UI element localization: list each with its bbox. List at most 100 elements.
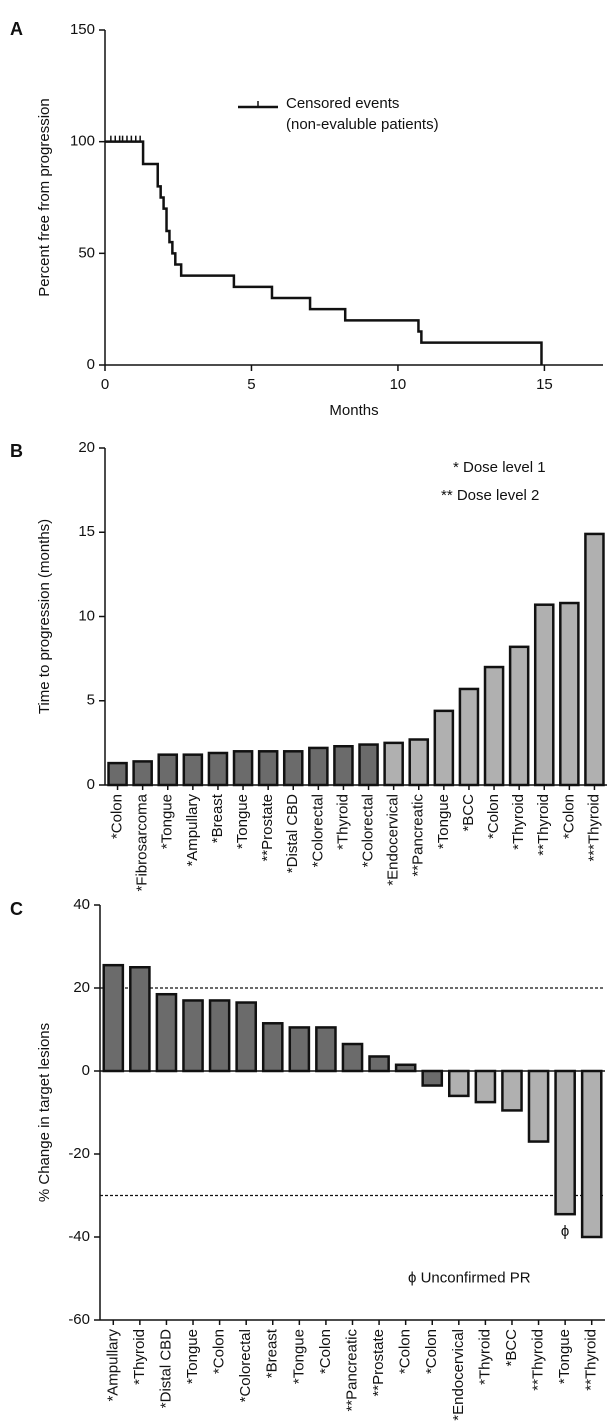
x-tick-label: **Prostate <box>259 794 276 862</box>
x-tick-label: *Fibrosarcoma <box>134 793 151 891</box>
bar <box>107 761 128 787</box>
x-tick-label: *Thyroid <box>476 1329 493 1385</box>
bar <box>408 738 430 787</box>
x-tick-label: *Tongue <box>159 794 176 849</box>
bar <box>129 966 151 1073</box>
bar <box>421 1069 444 1087</box>
x-tick-label: *Breast <box>209 793 226 843</box>
bar <box>155 992 178 1073</box>
bar <box>257 750 279 787</box>
x-tick-label: *Colon <box>109 794 126 839</box>
bar <box>315 1026 337 1073</box>
x-tick-label: *Thyroid <box>334 794 351 850</box>
x-tick-label: **Pancreatic <box>343 1329 360 1412</box>
bar <box>383 741 404 787</box>
y-tick-label: 0 <box>87 356 95 373</box>
bar <box>501 1069 523 1112</box>
bar <box>474 1069 497 1104</box>
bar <box>533 603 555 787</box>
x-tick-label: *Distal CBD <box>284 794 301 873</box>
bar <box>433 709 455 787</box>
bar <box>308 746 329 787</box>
bar <box>132 760 153 787</box>
x-tick-label: *Endocervical <box>450 1329 467 1421</box>
y-axis-label: Percent free from progression <box>36 98 53 296</box>
y-tick-label: 15 <box>78 523 95 540</box>
y-tick-label: 50 <box>78 244 95 261</box>
x-tick-label: **Pancreatic <box>410 794 427 877</box>
x-tick-label: *Tongue <box>184 1329 201 1384</box>
x-tick-label: *Colon <box>485 794 502 839</box>
x-tick-label: *Endocervical <box>385 794 402 886</box>
survival-curve <box>105 140 543 365</box>
annotation: * Dose level 1 <box>453 459 546 476</box>
y-tick-label: 20 <box>73 979 90 996</box>
bar <box>157 753 179 787</box>
y-tick-label: 0 <box>82 1062 90 1079</box>
y-tick-label: 10 <box>78 607 95 624</box>
marker: ϕ <box>561 1223 569 1240</box>
bar <box>554 1069 576 1216</box>
panel-label: C <box>10 899 23 919</box>
y-axis-label: Time to progression (months) <box>36 519 53 714</box>
y-tick-label: -20 <box>68 1145 90 1162</box>
x-tick-label: *Tongue <box>290 1329 307 1384</box>
bar <box>559 601 580 787</box>
x-tick-label: *Colon <box>423 1329 440 1374</box>
x-tick-label: *BCC <box>503 1329 520 1367</box>
bar <box>368 1055 390 1073</box>
annotation: ** Dose level 2 <box>441 487 539 504</box>
x-tick-label: ***Thyroid <box>585 794 602 862</box>
x-tick-label: *Colorectal <box>237 1329 254 1402</box>
x-tick-label: *Colon <box>211 1329 228 1374</box>
legend-text: Censored events <box>286 95 399 112</box>
x-tick-label: 0 <box>101 376 109 393</box>
bar <box>207 751 229 787</box>
x-tick-label: *Colon <box>397 1329 414 1374</box>
x-tick-label: **Thyroid <box>530 1329 547 1391</box>
bar <box>102 963 125 1073</box>
x-axis-label: Months <box>329 402 378 419</box>
x-tick-label: **Thyroid <box>583 1329 600 1391</box>
annotation: ϕ Unconfirmed PR <box>408 1269 531 1286</box>
bar <box>341 1042 364 1073</box>
y-tick-label: 0 <box>87 776 95 793</box>
x-tick-label: *Colon <box>317 1329 334 1374</box>
x-tick-label: *Colorectal <box>360 794 377 867</box>
y-tick-label: 20 <box>78 439 95 456</box>
bar <box>208 999 231 1073</box>
bar <box>235 1001 258 1073</box>
bar <box>394 1063 417 1073</box>
bar <box>508 645 530 787</box>
y-axis-label: % Change in target lesions <box>36 1023 53 1202</box>
bar <box>483 665 505 787</box>
y-tick-label: 40 <box>73 896 90 913</box>
panel-label: B <box>10 441 23 461</box>
bar <box>584 532 605 787</box>
panel-label: A <box>10 19 23 39</box>
bar <box>527 1069 550 1143</box>
bar <box>261 1022 284 1073</box>
y-tick-label: 100 <box>70 133 95 150</box>
bar <box>447 1069 470 1098</box>
x-tick-label: *Ampullary <box>104 1329 121 1402</box>
y-tick-label: 150 <box>70 21 95 38</box>
bar <box>182 999 204 1073</box>
x-tick-label: *Tongue <box>556 1329 573 1384</box>
y-tick-label: 5 <box>87 692 95 709</box>
x-tick-label: *Distal CBD <box>157 1329 174 1408</box>
x-tick-label: *Thyroid <box>510 794 527 850</box>
bar <box>358 743 379 787</box>
x-tick-label: **Prostate <box>370 1329 387 1397</box>
x-tick-label: 10 <box>390 376 407 393</box>
x-tick-label: *Tongue <box>234 794 251 849</box>
legend-text: (non-evaluble patients) <box>286 116 439 133</box>
bar <box>288 1026 311 1073</box>
bar <box>182 753 204 787</box>
x-tick-label: 5 <box>247 376 255 393</box>
y-tick-label: -40 <box>68 1228 90 1245</box>
bar <box>458 687 480 787</box>
x-tick-label: *Colorectal <box>309 794 326 867</box>
x-tick-label: *Thyroid <box>131 1329 148 1385</box>
x-tick-label: *Tongue <box>435 794 452 849</box>
